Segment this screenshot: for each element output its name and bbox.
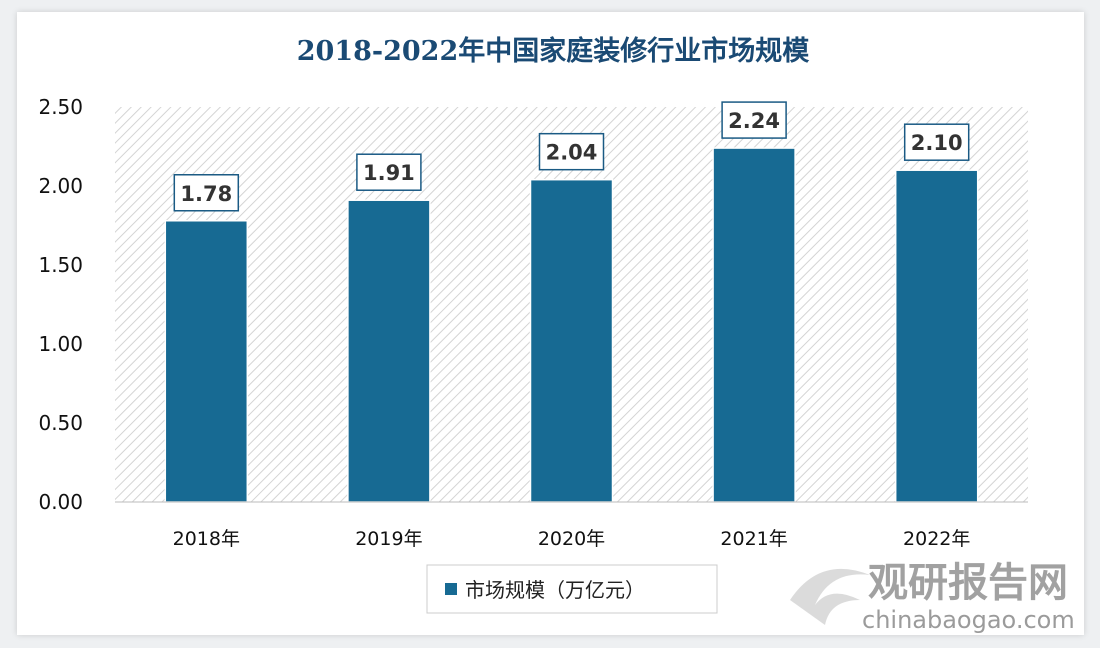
y-tick-label: 2.00 <box>38 174 83 198</box>
y-tick-label: 1.50 <box>38 253 83 277</box>
bar <box>712 147 796 503</box>
x-tick-label: 2018年 <box>173 528 240 550</box>
watermark: 观研报告网 chinabaogao.com <box>790 560 1075 634</box>
x-tick-label: 2021年 <box>720 528 787 550</box>
legend-swatch <box>445 583 457 595</box>
data-label-box <box>721 101 787 139</box>
y-tick-label: 2.50 <box>38 95 83 119</box>
x-tick-label: 2022年 <box>903 528 970 550</box>
bar <box>529 178 614 503</box>
y-tick-label: 0.50 <box>38 411 83 435</box>
legend-label: 市场规模（万亿元） <box>465 578 645 602</box>
data-label: 2.10 <box>911 131 963 155</box>
x-tick-label: 2020年 <box>538 528 605 550</box>
bar <box>894 169 979 503</box>
x-tick-label: 2019年 <box>355 528 422 550</box>
bar <box>347 199 431 503</box>
data-label-box <box>903 123 970 161</box>
watermark-logo-icon <box>790 568 870 625</box>
data-label: 2.04 <box>546 141 598 165</box>
data-label: 1.91 <box>363 161 415 185</box>
legend: 市场规模（万亿元） <box>426 564 718 614</box>
watermark-text: 观研报告网 <box>868 560 1068 606</box>
legend-box <box>426 564 718 614</box>
data-label: 2.24 <box>728 109 780 133</box>
data-label-box <box>538 132 605 171</box>
data-label: 1.78 <box>180 182 232 206</box>
bar <box>164 220 249 503</box>
chart-title: 2018-2022年中国家庭装修行业市场规模 <box>297 35 810 67</box>
y-tick-label: 1.00 <box>38 332 83 356</box>
y-tick-label: 0.00 <box>38 490 83 514</box>
data-label-box <box>173 174 240 212</box>
watermark-url: chinabaogao.com <box>862 606 1075 634</box>
data-label-box <box>356 153 422 191</box>
